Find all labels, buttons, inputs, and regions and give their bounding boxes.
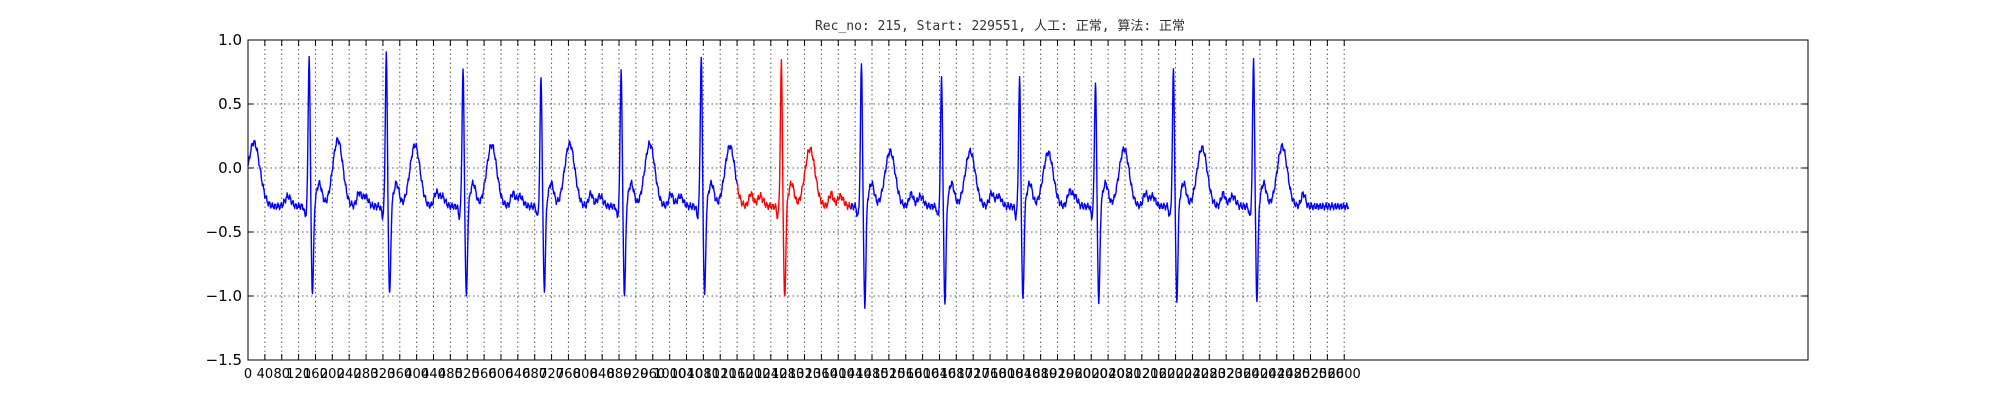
y-tick-label: 1.0 [218,31,242,49]
x-tick-label: 1040 [670,367,703,382]
ecg-trace-normal [247,51,738,297]
x-tick-label: 440 [421,367,446,382]
x-tick-label: 2000 [1075,367,1108,382]
ecg-trace-highlight [736,59,852,297]
x-tick-label: 80 [273,367,290,382]
x-tick-label: 2600 [1328,367,1361,382]
x-tick-label: 1440 [839,367,872,382]
x-tick-label: 1560 [889,367,922,382]
x-tick-label: 320 [371,367,396,382]
x-tick-label: 200 [320,367,345,382]
x-tick-label: 1320 [788,367,821,382]
x-tick-label: 1800 [990,367,1023,382]
x-tick-label: 1920 [1041,367,1074,382]
ecg-trace-normal [850,57,1350,309]
x-tick-label: 280 [354,367,379,382]
x-tick-label: 480 [438,367,463,382]
x-tick-label: 1120 [704,367,737,382]
y-tick-label: −1.5 [206,351,242,369]
x-tick-label: 1840 [1007,367,1040,382]
x-tick-label: 1600 [906,367,939,382]
x-tick-label: 1080 [687,367,720,382]
x-tick-label: 400 [404,367,429,382]
x-tick-label: 360 [387,367,412,382]
x-tick-label: 680 [522,367,547,382]
x-tick-label: 240 [337,367,362,382]
x-tick-label: 1000 [653,367,686,382]
x-tick-label: 1200 [737,367,770,382]
x-tick-label: 1520 [872,367,905,382]
x-tick-label: 2160 [1142,367,1175,382]
x-tick-label: 2040 [1092,367,1125,382]
y-tick-label: 0.5 [218,95,242,113]
x-tick-label: 880 [607,367,632,382]
x-tick-label: 840 [590,367,615,382]
chart-title: Rec_no: 215, Start: 229551, 人工: 正常, 算法: … [815,19,1185,34]
x-tick-label: 520 [455,367,480,382]
x-tick-label: 2560 [1311,367,1344,382]
tick-layer: −1.5 −1.0 −0.5 0.0 0.5 1.0 0 40 8012016020024028… [206,31,1808,382]
x-tick-label: 800 [573,367,598,382]
x-tick-label: 920 [623,367,648,382]
x-tick-label: 1400 [822,367,855,382]
axes-frame [247,39,1809,361]
x-tick-label: 1760 [974,367,1007,382]
x-tick-label: 960 [640,367,665,382]
x-tick-label: 120 [286,367,311,382]
x-tick-label: 1960 [1058,367,1091,382]
x-tick-label: 2360 [1226,367,1259,382]
y-tick-label: −1.0 [206,287,242,305]
x-tick-label: 160 [303,367,328,382]
x-tick-label: 1720 [957,367,990,382]
x-tick-label: 1680 [940,367,973,382]
grid-layer [248,40,1808,360]
x-tick-label: 2240 [1176,367,1209,382]
x-tick-label: 2440 [1260,367,1293,382]
x-tick-label: 2080 [1108,367,1141,382]
x-tick-label: 760 [556,367,581,382]
x-tick-label: 2480 [1277,367,1310,382]
x-tick-label: 2120 [1125,367,1158,382]
x-tick-label: 2320 [1210,367,1243,382]
x-tick-label: 1480 [855,367,888,382]
x-tick-label: 1240 [754,367,787,382]
x-tick-label: 600 [489,367,514,382]
x-tick-label: 1160 [721,367,754,382]
x-tick-label: 0 [244,367,252,382]
x-tick-label: 2200 [1159,367,1192,382]
x-tick-label: 1880 [1024,367,1057,382]
x-tick-label: 1360 [805,367,838,382]
x-tick-label: 2520 [1294,367,1327,382]
x-tick-label: 1640 [923,367,956,382]
x-tick-label: 720 [539,367,564,382]
x-tick-label: 640 [505,367,530,382]
x-tick-label: 2400 [1243,367,1276,382]
x-tick-label: 1280 [771,367,804,382]
signal-layer [247,51,1350,309]
y-tick-label: −0.5 [206,223,242,241]
x-tick-label: 2280 [1193,367,1226,382]
x-tick-label: 40 [257,367,274,382]
y-tick-label: 0.0 [218,159,242,177]
x-tick-label: 560 [472,367,497,382]
